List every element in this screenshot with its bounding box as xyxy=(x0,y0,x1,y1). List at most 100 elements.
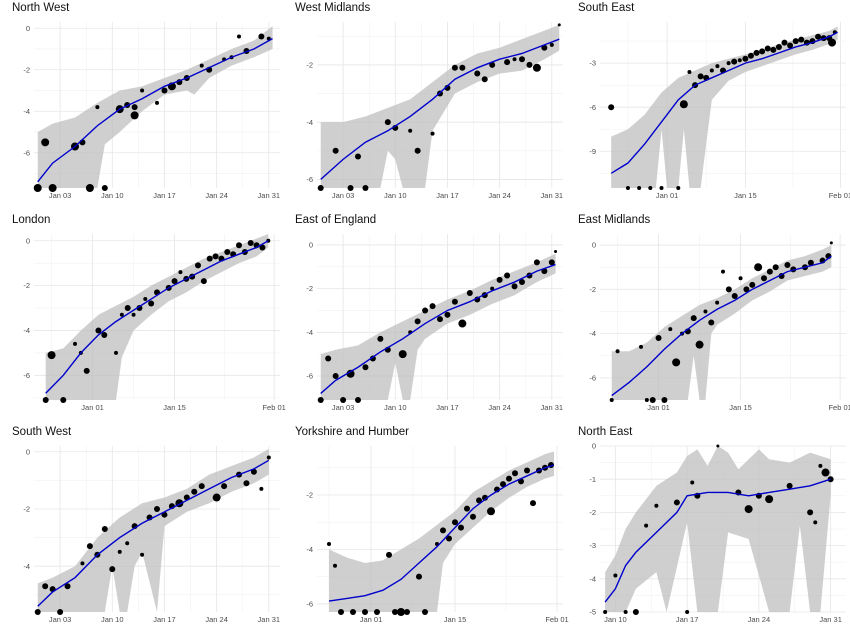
data-point xyxy=(829,241,833,245)
data-point xyxy=(422,307,429,314)
data-point xyxy=(340,397,347,403)
data-point xyxy=(347,185,354,191)
data-point xyxy=(437,316,443,323)
data-point xyxy=(726,61,731,66)
data-point xyxy=(57,609,64,615)
data-point xyxy=(198,483,205,490)
data-point xyxy=(374,609,380,615)
data-point xyxy=(317,397,324,403)
data-point xyxy=(775,43,782,50)
data-point xyxy=(742,55,749,62)
data-point xyxy=(695,340,704,349)
panel-title: North East xyxy=(578,426,633,438)
data-point xyxy=(369,355,376,362)
x-tick-label: Jan 01 xyxy=(647,403,670,412)
y-tick-label: 0 xyxy=(309,241,313,250)
data-point xyxy=(200,278,207,285)
y-tick-label: -6 xyxy=(23,371,30,380)
data-point xyxy=(140,88,145,93)
trend-line xyxy=(320,263,556,394)
panel-title: North West xyxy=(12,2,70,14)
data-point xyxy=(452,519,458,526)
x-tick-label: Jan 31 xyxy=(541,403,564,412)
x-tick-label: Jan 24 xyxy=(488,191,511,200)
x-tick-label: Jan 10 xyxy=(604,615,627,624)
data-point xyxy=(772,264,779,271)
data-point xyxy=(766,268,773,275)
data-point xyxy=(250,468,257,475)
data-point xyxy=(532,63,541,72)
data-point xyxy=(64,583,71,590)
x-tick-label: Feb 01 xyxy=(262,403,285,412)
data-point xyxy=(130,111,139,120)
data-point xyxy=(362,609,368,615)
confidence-band xyxy=(320,253,556,400)
data-point xyxy=(792,38,799,45)
data-point xyxy=(414,147,421,154)
data-point xyxy=(34,609,41,615)
data-point xyxy=(644,523,649,528)
x-tick-label: Jan 24 xyxy=(205,191,228,200)
y-tick-label: -6 xyxy=(589,103,596,112)
panel-svg: 0 -2 -4 Jan 03 Jan 10 Jan 17 Jan 24 Jan 31 xyxy=(23,446,280,624)
data-point xyxy=(236,242,242,249)
data-point xyxy=(346,369,355,378)
data-point xyxy=(676,186,681,190)
panel-svg: 0 -2 -4 -6 Jan 01 Jan 15 Feb 01 xyxy=(23,234,286,412)
data-point xyxy=(609,398,614,402)
data-point xyxy=(124,305,131,312)
y-tick-label: 0 xyxy=(26,447,30,456)
data-point xyxy=(191,488,198,495)
data-point xyxy=(781,39,788,46)
trend-line xyxy=(320,38,560,180)
data-point xyxy=(487,507,495,516)
panel-svg: -2 -4 -6 Jan 01 Jan 15 Feb 01 xyxy=(306,446,569,624)
x-tick-label: Jan 01 xyxy=(81,403,104,412)
x-tick-label: Jan 31 xyxy=(541,191,564,200)
data-point xyxy=(798,36,805,43)
data-point xyxy=(685,610,690,614)
panel-title: South West xyxy=(12,426,72,438)
data-point xyxy=(143,297,148,302)
x-tick-label: Jan 17 xyxy=(436,403,459,412)
x-tick-label: Jan 10 xyxy=(101,191,124,200)
data-point xyxy=(464,505,470,512)
panel-title: Yorkshire and Humber xyxy=(295,426,409,438)
data-point xyxy=(350,609,356,615)
data-point xyxy=(466,289,473,296)
data-point xyxy=(327,541,331,546)
data-point xyxy=(716,444,720,448)
data-point xyxy=(237,34,241,39)
data-point xyxy=(548,259,555,266)
x-tick-label: Jan 10 xyxy=(384,403,407,412)
y-tick-label: -4 xyxy=(306,328,313,337)
data-point xyxy=(136,305,143,312)
data-point xyxy=(764,45,771,52)
y-tick-label: -3 xyxy=(589,541,596,550)
y-tick-label: -4 xyxy=(306,545,313,554)
x-tick-label: Jan 24 xyxy=(748,615,771,624)
data-point xyxy=(519,56,525,63)
x-tick-label: Jan 03 xyxy=(332,403,355,412)
y-tick-label: -4 xyxy=(23,562,30,571)
data-point xyxy=(386,551,392,558)
y-tick-label: -2 xyxy=(23,65,30,74)
data-point xyxy=(416,573,422,580)
panel-svg: -2 -4 -6 Jan 03 Jan 10 Jan 17 Jan 24 Jan 31 xyxy=(306,22,564,200)
data-point xyxy=(384,119,391,126)
data-point xyxy=(554,249,558,253)
data-point xyxy=(131,104,138,111)
data-point xyxy=(154,505,160,512)
y-tick-label: -4 xyxy=(589,329,596,338)
data-point xyxy=(715,300,720,305)
data-point xyxy=(644,398,649,402)
data-point xyxy=(828,38,837,47)
chart-panel: North West 0 -2 -4 -6 Jan 03 Jan 10 Jan 17 Jan 2… xyxy=(12,2,282,202)
data-point xyxy=(687,69,692,74)
data-point xyxy=(109,566,116,573)
panel-svg: -3 -6 -9 Jan 01 Jan 15 Feb 01 xyxy=(589,22,850,200)
x-tick-label: Jan 15 xyxy=(163,403,186,412)
data-point xyxy=(519,279,525,286)
data-point xyxy=(155,100,159,105)
panel-svg: 0 -2 -4 -6 Jan 03 Jan 10 Jan 17 Jan 24 Jan 31 xyxy=(23,22,280,200)
